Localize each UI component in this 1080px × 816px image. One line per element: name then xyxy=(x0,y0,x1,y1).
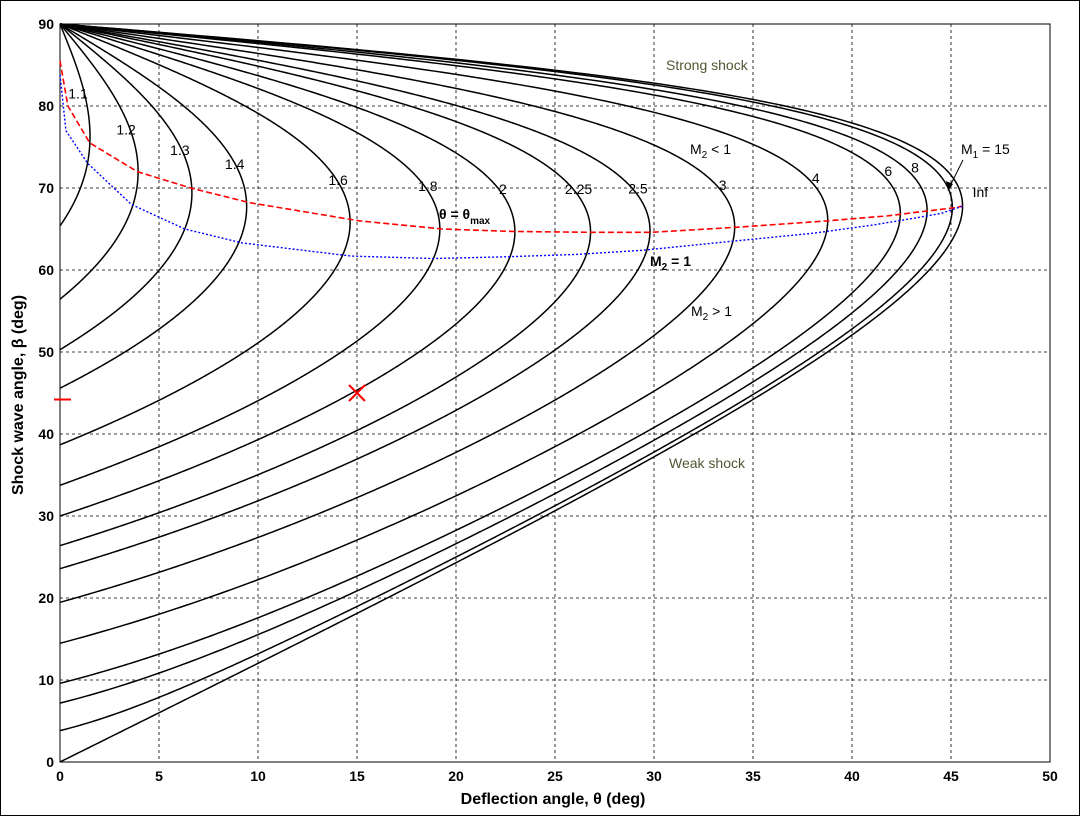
m2-one-rest: = 1 xyxy=(667,253,691,269)
y-axis-label: Shock wave angle, β (deg) xyxy=(10,295,27,495)
x-tick-label: 30 xyxy=(646,768,662,784)
curve-label: 1.6 xyxy=(328,172,348,188)
sonic-line xyxy=(59,74,964,260)
mach-curve xyxy=(59,23,193,351)
curve-label: 1.4 xyxy=(225,156,245,172)
m1-15-rest: = 15 xyxy=(978,141,1010,157)
mach-curve xyxy=(59,23,651,570)
mach-curve xyxy=(59,23,516,517)
mach-curve xyxy=(59,23,928,704)
m2-greater-rest: > 1 xyxy=(708,303,732,319)
m2-greater-label: M2 > 1 xyxy=(691,303,732,323)
m1-15-m: M xyxy=(961,141,973,157)
m1-15-arrow xyxy=(949,159,964,187)
x-tick-label: 10 xyxy=(250,768,266,784)
curve-labels: 1.1 1.2 1.3 1.4 1.6 1.8 2 2.25 2.5 3 4 6 8 Inf xyxy=(68,86,988,200)
curve-label: 2.5 xyxy=(628,180,648,196)
tick-labels: 0 5 10 15 20 25 30 35 40 45 50 0 10 20 30 40 50 60 70 80 90 xyxy=(38,16,1058,784)
x-marker-stroke-b xyxy=(348,384,366,402)
x-tick-label: 50 xyxy=(1042,768,1058,784)
m2-less-label: M2 < 1 xyxy=(690,141,731,161)
x-tick-label: 15 xyxy=(349,768,365,784)
y-tick-label: 50 xyxy=(38,344,54,360)
y-tick-label: 0 xyxy=(46,754,54,770)
m2-greater-sub: 2 xyxy=(703,312,709,323)
grid xyxy=(60,24,1050,762)
m2-less-m: M xyxy=(690,141,702,157)
m2-greater-m: M xyxy=(691,303,703,319)
mach-curves xyxy=(59,23,964,763)
x-axis-label: Deflection angle, θ (deg) xyxy=(461,791,646,808)
y-tick-label: 60 xyxy=(38,262,54,278)
curve-label: 4 xyxy=(812,170,820,186)
x-tick-label: 45 xyxy=(943,768,959,784)
curve-label: 1.3 xyxy=(170,142,190,158)
m1-15-sub: 1 xyxy=(973,150,979,161)
plot-area xyxy=(59,23,1051,763)
x-tick-label: 0 xyxy=(56,768,64,784)
mach-curve xyxy=(59,23,954,732)
curve-label: Inf xyxy=(973,184,989,200)
curve-label: 6 xyxy=(884,163,892,179)
x-tick-label: 20 xyxy=(448,768,464,784)
m2-less-rest: < 1 xyxy=(707,141,731,157)
mach-curve xyxy=(59,23,441,486)
theta-max-sub: max xyxy=(470,216,490,227)
mach-curve xyxy=(59,23,829,645)
m2-one-label: M2 = 1 xyxy=(650,253,691,273)
m2-one-sub: 2 xyxy=(662,262,668,273)
x-tick-label: 25 xyxy=(547,768,563,784)
mach-curve xyxy=(59,23,736,604)
curve-label: 1.8 xyxy=(418,178,438,194)
mach-curve xyxy=(59,23,964,763)
theta-max-label: θ = θmax xyxy=(439,206,491,227)
y-tick-label: 20 xyxy=(38,590,54,606)
mach-curve xyxy=(59,23,902,685)
m2-less-sub: 2 xyxy=(702,150,708,161)
curve-label: 1.1 xyxy=(68,86,88,102)
y-tick-label: 70 xyxy=(38,180,54,196)
weak-shock-label: Weak shock xyxy=(669,455,746,471)
curve-label: 1.2 xyxy=(116,121,136,137)
curve-label: 8 xyxy=(911,159,919,175)
x-tick-label: 5 xyxy=(155,768,163,784)
m1-15-label: M1 = 15 xyxy=(961,141,1010,161)
markers xyxy=(54,384,366,402)
y-tick-label: 40 xyxy=(38,426,54,442)
mach-curve xyxy=(59,23,592,547)
m2-one-m: M xyxy=(650,253,662,269)
mach-curve xyxy=(59,23,351,446)
strong-shock-label: Strong shock xyxy=(666,57,749,73)
mach-curve xyxy=(59,23,91,227)
x-tick-label: 35 xyxy=(745,768,761,784)
x-tick-label: 40 xyxy=(844,768,860,784)
mach-curve xyxy=(59,23,139,300)
curve-label: 2 xyxy=(499,181,507,197)
mach-curve xyxy=(59,23,248,389)
y-tick-label: 80 xyxy=(38,98,54,114)
y-tick-label: 10 xyxy=(38,672,54,688)
m1-15-arrowhead xyxy=(946,181,953,191)
curve-label: 3 xyxy=(719,177,727,193)
curve-label: 2.25 xyxy=(565,181,592,197)
theta-max-line xyxy=(59,60,964,234)
y-tick-label: 30 xyxy=(38,508,54,524)
y-tick-label: 90 xyxy=(38,16,54,32)
theta-max-main: θ = θ xyxy=(439,206,470,222)
